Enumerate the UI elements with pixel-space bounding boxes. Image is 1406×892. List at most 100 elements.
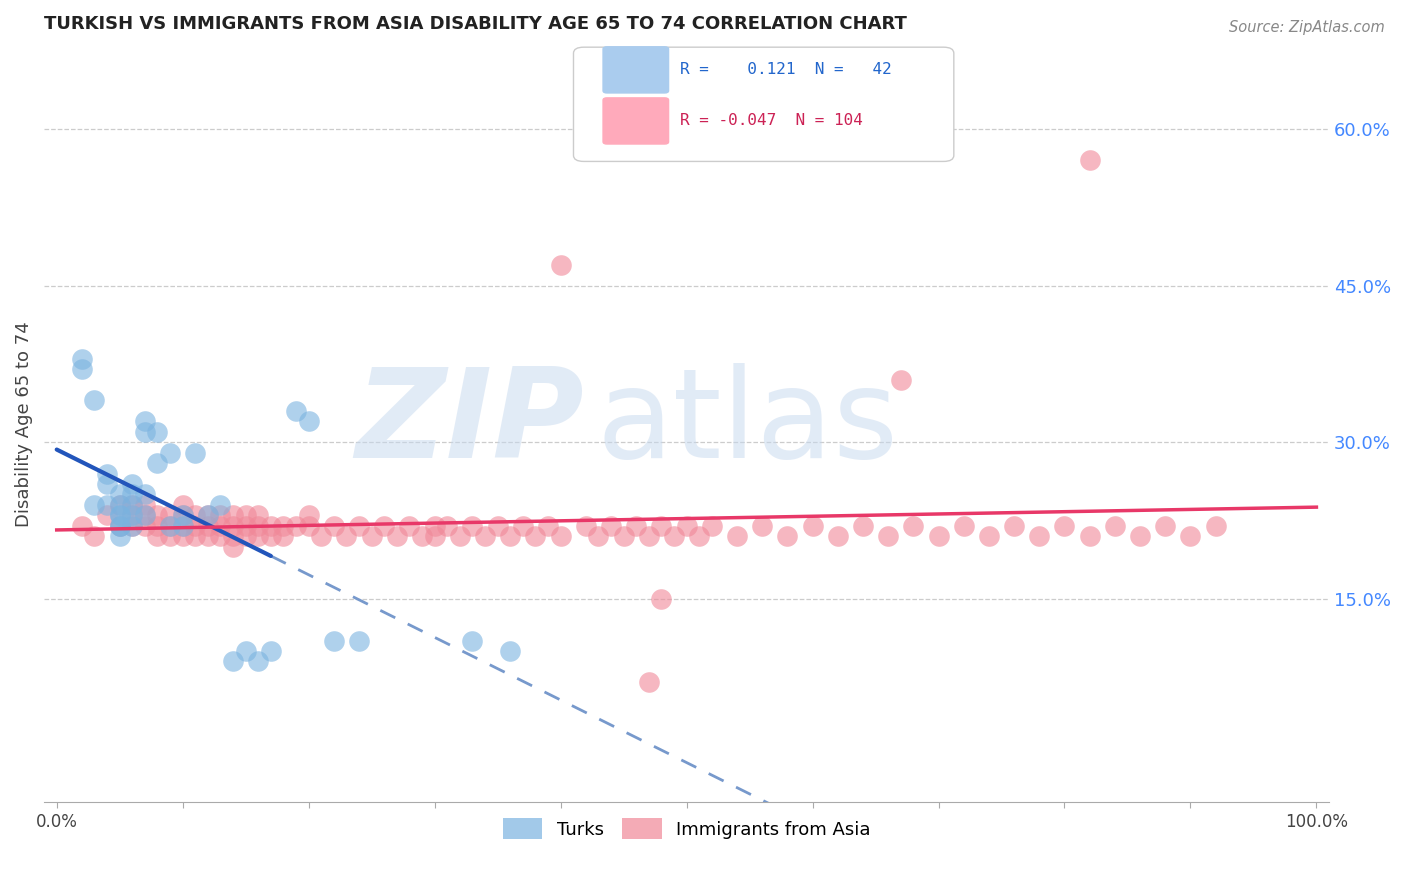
Point <box>121 477 143 491</box>
Point <box>108 508 131 523</box>
Point <box>108 498 131 512</box>
Point <box>184 445 207 459</box>
Point <box>146 529 169 543</box>
Point <box>172 518 194 533</box>
Point <box>260 529 283 543</box>
Point <box>146 518 169 533</box>
Point <box>159 445 181 459</box>
Point <box>1078 153 1101 168</box>
Point <box>247 529 270 543</box>
Point <box>184 529 207 543</box>
Point <box>70 362 93 376</box>
FancyBboxPatch shape <box>603 98 669 144</box>
Point <box>550 258 572 272</box>
Point <box>172 518 194 533</box>
Legend: Turks, Immigrants from Asia: Turks, Immigrants from Asia <box>495 811 877 847</box>
Point <box>650 591 672 606</box>
Point <box>172 508 194 523</box>
Point <box>235 518 257 533</box>
Point <box>121 498 143 512</box>
Point <box>146 508 169 523</box>
Point <box>1205 518 1227 533</box>
Point <box>197 518 219 533</box>
Point <box>903 518 925 533</box>
Text: TURKISH VS IMMIGRANTS FROM ASIA DISABILITY AGE 65 TO 74 CORRELATION CHART: TURKISH VS IMMIGRANTS FROM ASIA DISABILI… <box>44 15 907 33</box>
Point <box>877 529 900 543</box>
Point <box>134 425 156 439</box>
Point <box>411 529 433 543</box>
Point <box>96 508 118 523</box>
Point <box>108 518 131 533</box>
Point <box>96 498 118 512</box>
Point <box>688 529 710 543</box>
Point <box>499 644 522 658</box>
Point <box>1053 518 1076 533</box>
Point <box>159 518 181 533</box>
Point <box>209 498 232 512</box>
Point <box>121 498 143 512</box>
Point <box>108 487 131 501</box>
Point <box>222 529 245 543</box>
Point <box>260 518 283 533</box>
Point <box>575 518 598 533</box>
Point <box>273 529 295 543</box>
Point <box>108 529 131 543</box>
FancyBboxPatch shape <box>574 47 953 161</box>
Point <box>977 529 1000 543</box>
Point <box>1104 518 1126 533</box>
Point <box>235 644 257 658</box>
Point <box>927 529 949 543</box>
Point <box>801 518 824 533</box>
Point <box>184 508 207 523</box>
Point <box>222 654 245 668</box>
Point <box>209 518 232 533</box>
Point <box>347 633 370 648</box>
Text: atlas: atlas <box>596 363 898 484</box>
Point <box>209 529 232 543</box>
Point <box>172 529 194 543</box>
Point <box>247 518 270 533</box>
Point <box>134 508 156 523</box>
Point <box>121 487 143 501</box>
Point <box>725 529 748 543</box>
Point <box>662 529 685 543</box>
Y-axis label: Disability Age 65 to 74: Disability Age 65 to 74 <box>15 321 32 527</box>
Point <box>70 518 93 533</box>
Point <box>751 518 773 533</box>
Point <box>890 373 912 387</box>
Point <box>235 508 257 523</box>
Point <box>247 654 270 668</box>
Point <box>613 529 636 543</box>
Point <box>285 404 308 418</box>
Point <box>184 518 207 533</box>
Point <box>121 508 143 523</box>
Point <box>134 414 156 428</box>
Point <box>222 508 245 523</box>
Point <box>83 529 105 543</box>
Point <box>373 518 395 533</box>
Text: R = -0.047  N = 104: R = -0.047 N = 104 <box>681 113 863 128</box>
Text: Source: ZipAtlas.com: Source: ZipAtlas.com <box>1229 20 1385 35</box>
Point <box>852 518 875 533</box>
Point <box>134 498 156 512</box>
Point <box>776 529 799 543</box>
Point <box>461 518 484 533</box>
Point <box>172 498 194 512</box>
Point <box>146 456 169 470</box>
Point <box>108 518 131 533</box>
Point <box>537 518 560 533</box>
Point <box>461 633 484 648</box>
Point <box>624 518 647 533</box>
Point <box>309 529 332 543</box>
Point <box>322 518 344 533</box>
FancyBboxPatch shape <box>603 46 669 93</box>
Point <box>474 529 496 543</box>
Point <box>96 467 118 481</box>
Point <box>512 518 534 533</box>
Point <box>637 529 659 543</box>
Point <box>347 518 370 533</box>
Point <box>121 518 143 533</box>
Point <box>209 508 232 523</box>
Point <box>159 518 181 533</box>
Point <box>197 529 219 543</box>
